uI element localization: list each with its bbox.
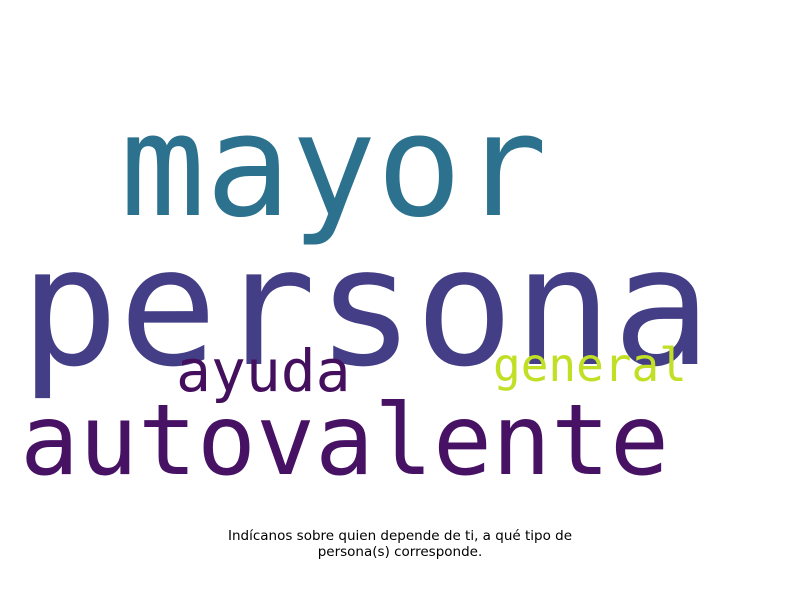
word-ayuda: ayuda: [176, 337, 351, 405]
figure-caption: Indícanos sobre quien depende de ti, a q…: [180, 528, 620, 560]
caption-line-2: persona(s) corresponde.: [317, 544, 483, 560]
word-autovalente: autovalente: [20, 384, 670, 498]
word-general: general: [493, 338, 687, 392]
word-persona: persona: [20, 212, 712, 403]
caption-line-1: Indícanos sobre quien depende de ti, a q…: [227, 528, 573, 544]
word-mayor: mayor: [120, 84, 548, 249]
